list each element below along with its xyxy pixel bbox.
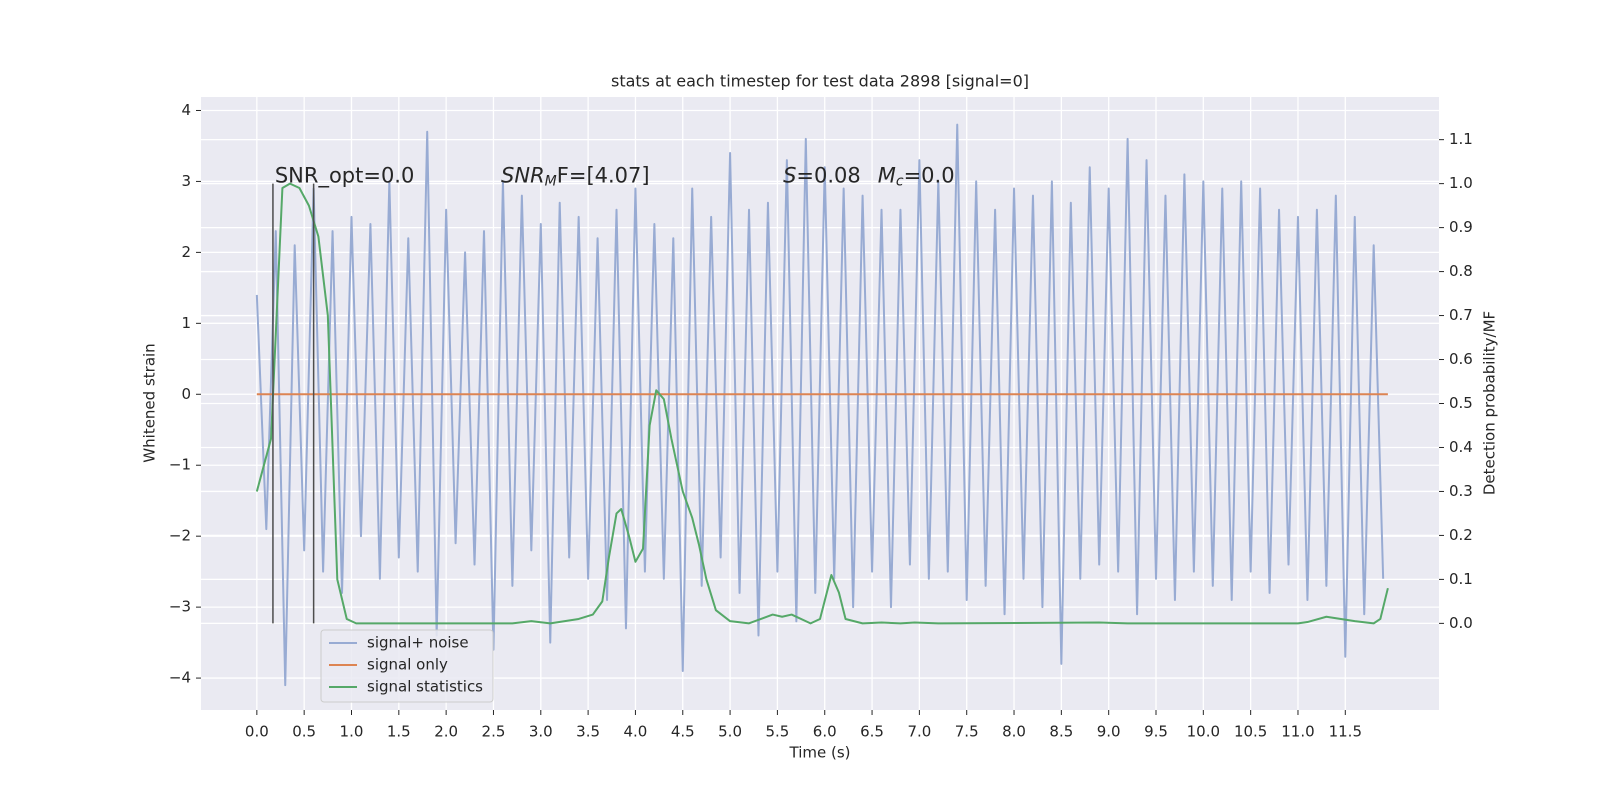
x-tick-label: 4.5 [671,723,695,741]
x-tick-label: 0.0 [245,723,269,741]
y-tick-label: 0 [181,385,191,403]
x-tick-label: 10.0 [1187,723,1220,741]
y2-tick-label: 0.8 [1449,262,1473,280]
x-tick-label: 0.5 [292,723,316,741]
x-tick-label: 2.5 [482,723,506,741]
annotation: SNR_opt=0.0 [275,163,415,188]
x-tick-label: 8.5 [1049,723,1073,741]
x-tick-label: 11.0 [1281,723,1314,741]
labels: 0.0 0.5 1.0 1.5 2.0 2.5 3.0 3.5 4.0 4.5 5.0 5.5 6.0 6… [169,101,1473,741]
y2-tick-label: 1.1 [1449,130,1473,148]
annotation-part: SNR [501,163,545,187]
x-tick-label: 9.5 [1144,723,1168,741]
annotation-part: =0.08 [796,163,860,187]
x-tick-label: 8.0 [1002,723,1026,741]
y-tick-label: −2 [169,527,191,545]
x-tick-label: 5.5 [765,723,789,741]
x-tick-label: 1.5 [387,723,411,741]
annotation-part: =0.0 [904,163,955,187]
annotation-part: F=[4.07] [557,163,650,187]
x-tick-label: 4.0 [624,723,648,741]
annotation-part: SNR_opt=0.0 [275,163,415,188]
series-line [255,182,1389,625]
annotation: SNRMF=[4.07] [501,163,650,189]
y2-axis-label: Detection probability/MF [1481,311,1499,495]
y-axis-label: Whitened strain [141,343,159,462]
legend-label: signal statistics [367,678,483,696]
x-tick-label: 3.0 [529,723,553,741]
y-tick-label: 1 [181,314,191,332]
y-tick-label: 2 [181,243,191,261]
x-tick-label: 1.0 [340,723,364,741]
series-line [255,123,1385,687]
y2-tick-label: 0.6 [1449,350,1473,368]
y2-tick-label: 0.2 [1449,526,1473,544]
x-tick-label: 10.5 [1234,723,1267,741]
x-tick-label: 9.0 [1097,723,1121,741]
legend-label: signal only [367,656,448,674]
x-tick-label: 11.5 [1329,723,1362,741]
annotation: Mc=0.0 [878,163,955,189]
y2-tick-label: 0.9 [1449,218,1473,236]
y-tick-label: −1 [169,456,191,474]
x-tick-label: 3.5 [576,723,600,741]
y2-tick-label: 0.1 [1449,570,1473,588]
legend-label: signal+ noise [367,634,469,652]
marks [255,123,1389,687]
chart-title: stats at each timestep for test data 289… [611,72,1029,91]
y-tick-label: 3 [181,172,191,190]
annotation-part: S [783,163,796,187]
annotation-part: M [545,173,557,189]
y-tick-label: −4 [169,669,191,687]
x-tick-label: 7.0 [907,723,931,741]
x-tick-label: 2.0 [434,723,458,741]
y2-tick-label: 0.5 [1449,394,1473,412]
annotation-part: c [896,173,904,189]
y2-tick-label: 0.4 [1449,438,1473,456]
x-axis-label: Time (s) [789,744,851,762]
x-tick-label: 5.0 [718,723,742,741]
x-tick-label: 6.5 [860,723,884,741]
y2-tick-label: 0.0 [1449,614,1473,632]
y2-tick-label: 0.7 [1449,306,1473,324]
y2-tick-label: 0.3 [1449,482,1473,500]
y2-tick-label: 1.0 [1449,174,1473,192]
y-tick-label: 4 [181,101,191,119]
legend-box [320,629,494,703]
legend: signal+ noise signal only signal statistic… [320,629,494,703]
x-tick-label: 7.5 [955,723,979,741]
annotation: S=0.08 [783,163,861,187]
y-tick-label: −3 [169,598,191,616]
annotation-part: M [878,163,896,187]
x-tick-label: 6.0 [813,723,837,741]
